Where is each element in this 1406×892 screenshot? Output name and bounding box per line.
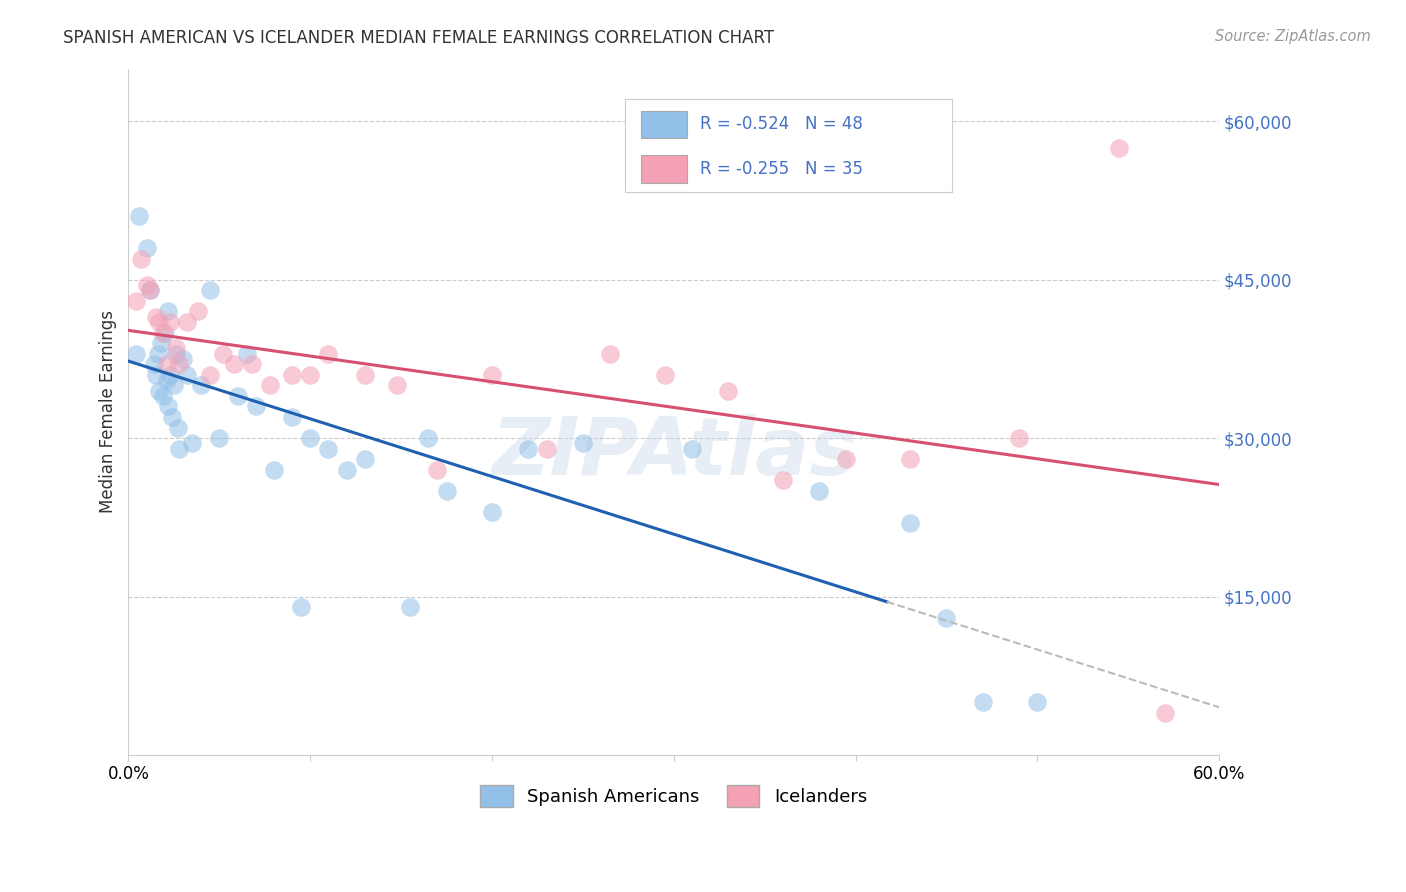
Point [135, 241, 157, 255]
Point [142, 357, 165, 371]
Point [153, 326, 176, 340]
Point [156, 357, 179, 371]
Point [139, 283, 162, 297]
Point [129, 252, 152, 266]
Point [139, 283, 162, 297]
Point [125, 346, 148, 360]
Point [281, 409, 304, 424]
Text: ZIPAtlas: ZIPAtlas [491, 414, 856, 491]
Point [226, 389, 249, 403]
Point [176, 368, 198, 382]
Point [150, 336, 173, 351]
Point [536, 442, 558, 456]
Point [418, 431, 440, 445]
Point [1008, 431, 1031, 445]
Point [240, 357, 263, 371]
Point [336, 463, 359, 477]
Point [146, 346, 169, 360]
Point [152, 326, 174, 340]
Point [128, 210, 150, 224]
Point [259, 378, 281, 392]
Point [235, 346, 257, 360]
Point [481, 505, 503, 519]
Point [135, 278, 157, 293]
Point [165, 342, 187, 356]
Point [263, 463, 285, 477]
Point [717, 384, 740, 398]
Point [152, 389, 174, 403]
Point [157, 304, 180, 318]
Point [572, 436, 595, 450]
Point [200, 283, 222, 297]
Point [972, 695, 994, 709]
Point [681, 442, 703, 456]
Point [245, 400, 267, 414]
Point [281, 368, 304, 382]
Point [145, 310, 167, 324]
Point [436, 483, 458, 498]
Point [176, 315, 198, 329]
Point [208, 431, 231, 445]
Point [399, 600, 422, 615]
Point [353, 452, 375, 467]
Point [1108, 141, 1130, 155]
Point [163, 378, 186, 392]
Point [212, 346, 235, 360]
Point [169, 357, 191, 371]
Point [160, 409, 183, 424]
Point [1153, 706, 1175, 720]
Point [125, 293, 148, 308]
Point [166, 420, 188, 434]
Point [353, 368, 375, 382]
Point [898, 516, 921, 530]
Point [1026, 695, 1049, 709]
Point [159, 315, 181, 329]
Point [165, 346, 187, 360]
Point [169, 442, 191, 456]
Point [145, 368, 167, 382]
Point [190, 378, 212, 392]
Point [318, 346, 340, 360]
Point [426, 463, 449, 477]
Point [599, 346, 621, 360]
Point [290, 600, 312, 615]
Point [935, 610, 957, 624]
Y-axis label: Median Female Earnings: Median Female Earnings [100, 310, 117, 513]
Text: SPANISH AMERICAN VS ICELANDER MEDIAN FEMALE EARNINGS CORRELATION CHART: SPANISH AMERICAN VS ICELANDER MEDIAN FEM… [63, 29, 775, 46]
Point [187, 304, 209, 318]
Point [159, 368, 181, 382]
Legend: Spanish Americans, Icelanders: Spanish Americans, Icelanders [474, 778, 875, 814]
Point [222, 357, 245, 371]
Point [835, 452, 858, 467]
Point [156, 373, 179, 387]
Point [200, 368, 222, 382]
Point [772, 474, 794, 488]
Point [517, 442, 540, 456]
Point [387, 378, 409, 392]
Point [318, 442, 340, 456]
Point [181, 436, 204, 450]
Point [148, 315, 170, 329]
Point [654, 368, 676, 382]
Point [157, 400, 180, 414]
Point [808, 483, 831, 498]
Point [299, 431, 322, 445]
Point [299, 368, 322, 382]
Point [148, 384, 170, 398]
Point [172, 351, 194, 366]
Point [898, 452, 921, 467]
Point [481, 368, 503, 382]
Text: Source: ZipAtlas.com: Source: ZipAtlas.com [1215, 29, 1371, 44]
